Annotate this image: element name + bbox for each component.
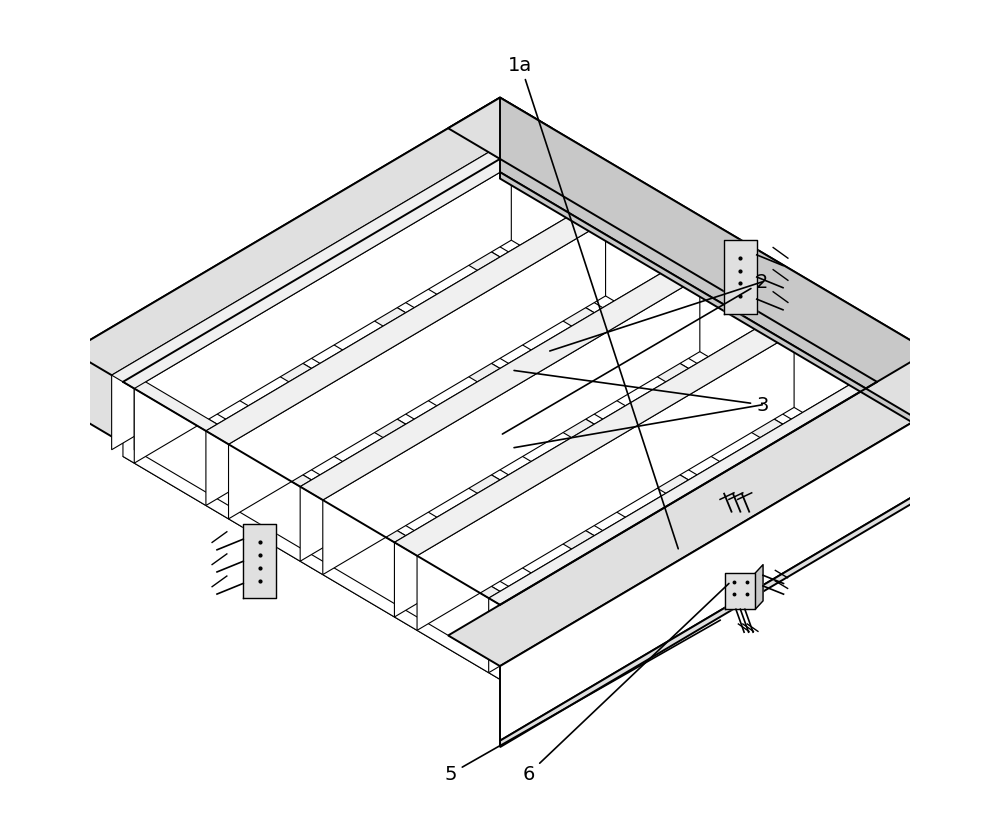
Polygon shape <box>311 290 500 401</box>
Polygon shape <box>500 513 689 624</box>
Polygon shape <box>206 208 583 506</box>
Polygon shape <box>406 457 594 568</box>
Text: 6: 6 <box>523 584 729 783</box>
Polygon shape <box>755 565 763 609</box>
Polygon shape <box>123 382 500 680</box>
Polygon shape <box>134 375 511 673</box>
Polygon shape <box>448 98 981 413</box>
Polygon shape <box>300 265 677 562</box>
Polygon shape <box>500 160 877 457</box>
Text: 3: 3 <box>514 371 768 415</box>
Polygon shape <box>489 375 866 673</box>
Polygon shape <box>594 457 783 568</box>
Polygon shape <box>500 98 981 457</box>
Polygon shape <box>229 320 606 617</box>
Polygon shape <box>689 401 877 513</box>
Polygon shape <box>417 333 794 630</box>
Polygon shape <box>300 278 677 575</box>
Polygon shape <box>112 153 489 450</box>
Text: 2: 2 <box>502 273 768 434</box>
Polygon shape <box>112 153 511 389</box>
Polygon shape <box>448 351 981 667</box>
Polygon shape <box>300 265 700 500</box>
Polygon shape <box>594 346 783 457</box>
Polygon shape <box>724 241 757 314</box>
Polygon shape <box>300 265 700 500</box>
Polygon shape <box>500 173 981 463</box>
Polygon shape <box>123 375 511 605</box>
Polygon shape <box>511 389 888 686</box>
Polygon shape <box>206 320 606 556</box>
Polygon shape <box>217 346 406 457</box>
Polygon shape <box>500 457 981 747</box>
Polygon shape <box>229 222 606 519</box>
Polygon shape <box>500 290 689 401</box>
Polygon shape <box>206 208 606 445</box>
Polygon shape <box>311 401 500 513</box>
Polygon shape <box>19 98 500 457</box>
Polygon shape <box>311 513 500 624</box>
Text: 5: 5 <box>445 620 720 783</box>
Polygon shape <box>489 166 866 464</box>
Polygon shape <box>206 333 583 630</box>
Polygon shape <box>394 320 771 617</box>
Polygon shape <box>406 568 594 680</box>
Polygon shape <box>500 401 689 513</box>
Text: 1a: 1a <box>508 56 678 549</box>
Polygon shape <box>123 401 311 513</box>
Polygon shape <box>217 457 406 568</box>
Polygon shape <box>500 382 981 741</box>
Polygon shape <box>417 208 794 506</box>
Polygon shape <box>243 525 276 599</box>
Polygon shape <box>406 346 594 457</box>
Polygon shape <box>406 234 594 346</box>
Polygon shape <box>134 166 511 464</box>
Polygon shape <box>394 320 794 556</box>
Polygon shape <box>394 222 771 519</box>
Polygon shape <box>394 208 794 445</box>
Polygon shape <box>323 265 700 562</box>
Polygon shape <box>489 375 888 612</box>
Polygon shape <box>19 98 552 413</box>
Polygon shape <box>323 278 700 575</box>
Polygon shape <box>725 573 755 609</box>
Polygon shape <box>19 351 552 667</box>
Polygon shape <box>489 160 877 389</box>
